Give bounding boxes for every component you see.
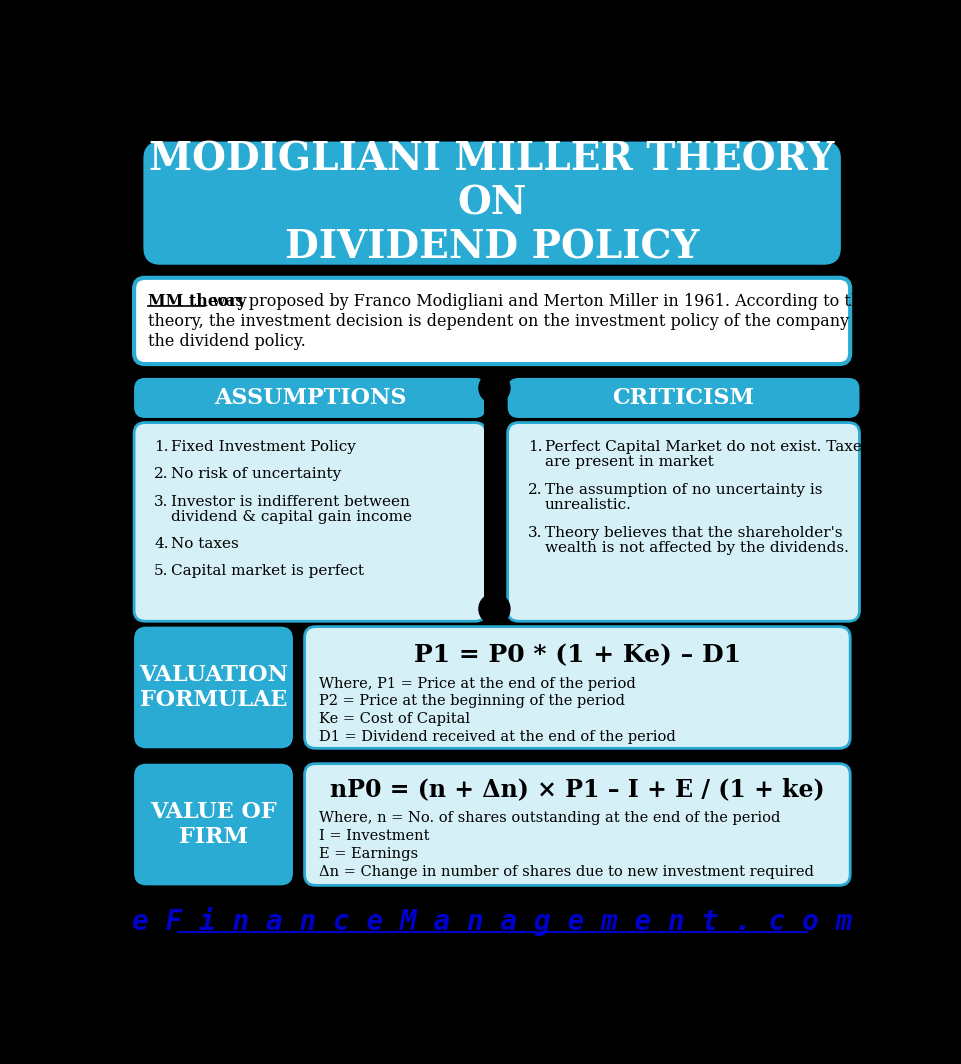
Text: 3.: 3. (154, 495, 168, 509)
Text: Δn = Change in number of shares due to new investment required: Δn = Change in number of shares due to n… (318, 865, 813, 879)
Text: 4.: 4. (154, 536, 169, 550)
Text: P1 = P0 * (1 + Ke) – D1: P1 = P0 * (1 + Ke) – D1 (414, 644, 741, 667)
Text: MODIGLIANI MILLER THEORY
ON
DIVIDEND POLICY: MODIGLIANI MILLER THEORY ON DIVIDEND POL… (150, 140, 835, 266)
Text: Investor is indifferent between: Investor is indifferent between (171, 495, 410, 509)
Text: P2 = Price at the beginning of the period: P2 = Price at the beginning of the perio… (318, 695, 625, 709)
FancyBboxPatch shape (135, 278, 850, 364)
Text: the dividend policy.: the dividend policy. (148, 333, 306, 350)
FancyBboxPatch shape (135, 378, 486, 418)
Text: No taxes: No taxes (171, 536, 239, 550)
Text: Perfect Capital Market do not exist. Taxes: Perfect Capital Market do not exist. Tax… (545, 439, 870, 453)
Text: was proposed by Franco Modigliani and Merton Miller in 1961. According to this: was proposed by Franco Modigliani and Me… (207, 294, 875, 311)
Text: theory, the investment decision is dependent on the investment policy of the com: theory, the investment decision is depen… (148, 313, 941, 330)
Text: E = Earnings: E = Earnings (318, 847, 418, 861)
Text: nP0 = (n + Δn) × P1 – I + E / (1 + ke): nP0 = (n + Δn) × P1 – I + E / (1 + ke) (330, 778, 825, 801)
Text: 2.: 2. (154, 467, 169, 481)
Text: Where, n = No. of shares outstanding at the end of the period: Where, n = No. of shares outstanding at … (318, 812, 780, 826)
Text: Where, P1 = Price at the end of the period: Where, P1 = Price at the end of the peri… (318, 677, 635, 691)
Text: MM theory: MM theory (148, 294, 246, 311)
Text: are present in market: are present in market (545, 455, 714, 469)
FancyBboxPatch shape (143, 142, 841, 265)
Text: e F i n a n c e M a n a g e m e n t . c o m: e F i n a n c e M a n a g e m e n t . c … (133, 907, 852, 936)
Text: unrealistic.: unrealistic. (545, 498, 631, 512)
Bar (484, 375, 505, 622)
FancyBboxPatch shape (135, 627, 293, 748)
Circle shape (479, 594, 510, 625)
Text: 1.: 1. (154, 439, 169, 453)
Text: Capital market is perfect: Capital market is perfect (171, 564, 364, 578)
FancyBboxPatch shape (135, 422, 486, 621)
Circle shape (479, 372, 510, 403)
Text: ASSUMPTIONS: ASSUMPTIONS (213, 387, 407, 409)
Text: Fixed Investment Policy: Fixed Investment Policy (171, 439, 357, 453)
Text: Ke = Cost of Capital: Ke = Cost of Capital (318, 712, 470, 726)
Text: 5.: 5. (154, 564, 168, 578)
Text: wealth is not affected by the dividends.: wealth is not affected by the dividends. (545, 542, 849, 555)
Text: VALUE OF
FIRM: VALUE OF FIRM (150, 801, 277, 848)
Text: 3.: 3. (528, 526, 542, 539)
Text: D1 = Dividend received at the end of the period: D1 = Dividend received at the end of the… (318, 730, 676, 744)
FancyBboxPatch shape (305, 764, 850, 885)
FancyBboxPatch shape (305, 627, 850, 748)
Text: Theory believes that the shareholder's: Theory believes that the shareholder's (545, 526, 843, 539)
Text: VALUATION
FORMULAE: VALUATION FORMULAE (139, 664, 288, 711)
Text: 2.: 2. (528, 483, 542, 497)
Text: dividend & capital gain income: dividend & capital gain income (171, 511, 412, 525)
FancyBboxPatch shape (507, 378, 859, 418)
Text: I = Investment: I = Investment (318, 829, 429, 843)
Text: 1.: 1. (528, 439, 542, 453)
FancyBboxPatch shape (135, 764, 293, 885)
Text: CRITICISM: CRITICISM (612, 387, 754, 409)
FancyBboxPatch shape (507, 422, 859, 621)
Text: No risk of uncertainty: No risk of uncertainty (171, 467, 341, 481)
Text: The assumption of no uncertainty is: The assumption of no uncertainty is (545, 483, 823, 497)
